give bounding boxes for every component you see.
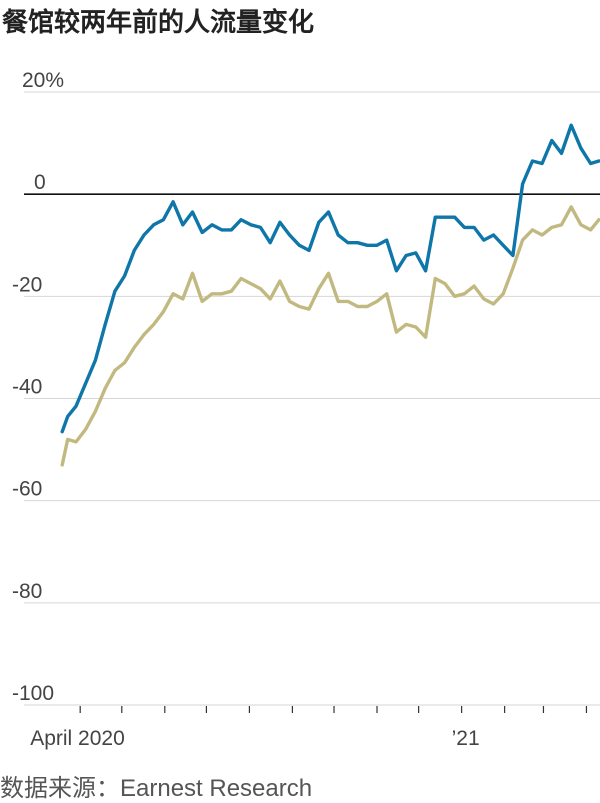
y-tick-label: -60 (12, 478, 42, 501)
series-line-tan (60, 205, 600, 467)
y-tick-label: -40 (12, 376, 42, 399)
y-tick-label: -100 (12, 682, 54, 705)
grid-lines (24, 91, 600, 706)
x-axis-ticks: April 2020 ’21 (30, 706, 588, 750)
series-lines (60, 123, 600, 467)
y-tick-label: 20% (22, 69, 64, 92)
y-axis-ticks: 20% 0 -20 -40 -60 -80 -100 (12, 69, 64, 705)
y-tick-label: 0 (34, 171, 46, 194)
chart-title: 餐馆较两年前的人流量变化 (2, 7, 315, 37)
x-tick-label: ’21 (452, 727, 480, 750)
series-line-blue (60, 123, 600, 434)
x-tick-label: April 2020 (30, 727, 125, 750)
y-tick-label: -20 (12, 273, 42, 296)
y-tick-label: -80 (12, 580, 42, 603)
source-note: 数据来源：Earnest Research (0, 775, 313, 802)
